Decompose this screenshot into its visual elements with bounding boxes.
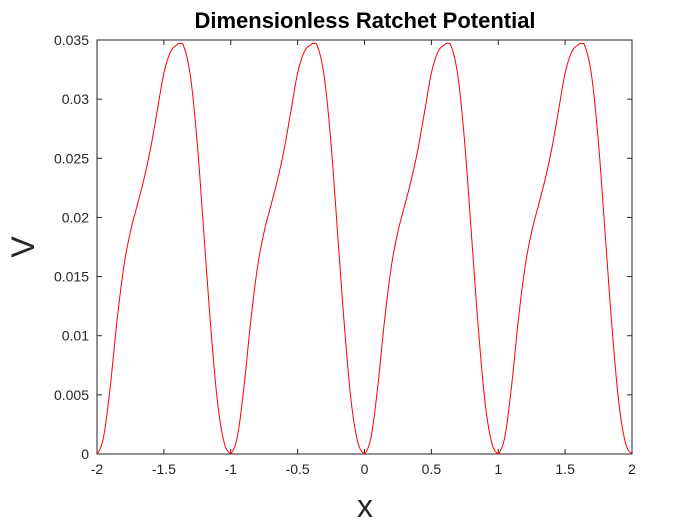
y-tick-label: 0.015	[54, 269, 89, 285]
y-tick-label: 0.01	[62, 328, 89, 344]
plot-frame	[96, 39, 633, 455]
plot-area: -2 -1.5 -1 -0.5 0 0.5 1 1.5 2 0 0.005 0.01 0.015 0.0…	[54, 32, 636, 477]
chart-title: Dimensionless Ratchet Potential	[194, 8, 535, 33]
x-tick-label: -2	[91, 461, 104, 477]
x-tick-label: 0.5	[422, 461, 442, 477]
x-tick-label: 2	[628, 461, 636, 477]
x-axis-ticks: -2 -1.5 -1 -0.5 0 0.5 1 1.5 2	[91, 40, 636, 477]
y-tick-label: 0.03	[62, 91, 89, 107]
y-tick-label: 0.02	[62, 209, 89, 225]
x-tick-label: 1.5	[555, 461, 575, 477]
x-axis-label: x	[357, 488, 373, 524]
x-tick-label: -1.5	[152, 461, 176, 477]
x-tick-label: 0	[361, 461, 369, 477]
x-tick-label: 1	[494, 461, 502, 477]
y-axis-ticks: 0 0.005 0.01 0.015 0.02 0.025 0.03 0.035	[54, 32, 632, 462]
y-tick-label: 0	[81, 446, 89, 462]
y-tick-label: 0.035	[54, 32, 89, 48]
series-line	[96, 42, 633, 455]
y-tick-label: 0.025	[54, 150, 89, 166]
x-tick-label: -0.5	[286, 461, 310, 477]
y-axis-label: V	[5, 236, 41, 258]
x-tick-label: -1	[225, 461, 238, 477]
y-tick-label: 0.005	[54, 387, 89, 403]
